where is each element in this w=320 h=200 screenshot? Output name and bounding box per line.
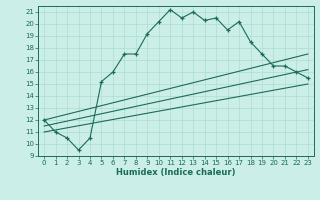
X-axis label: Humidex (Indice chaleur): Humidex (Indice chaleur) <box>116 168 236 177</box>
